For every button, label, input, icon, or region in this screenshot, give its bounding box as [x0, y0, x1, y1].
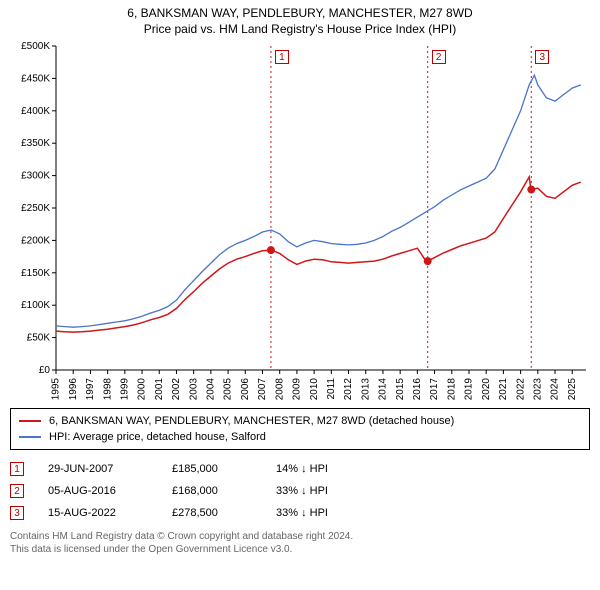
- legend-row: 6, BANKSMAN WAY, PENDLEBURY, MANCHESTER,…: [19, 413, 581, 429]
- svg-text:£50K: £50K: [27, 333, 51, 344]
- event-price: £185,000: [172, 463, 252, 475]
- svg-text:£500K: £500K: [21, 42, 50, 52]
- event-row: 2 05-AUG-2016 £168,000 33% ↓ HPI: [10, 480, 590, 502]
- svg-text:£450K: £450K: [21, 73, 50, 84]
- svg-text:1995: 1995: [51, 378, 62, 401]
- title-line-2: Price paid vs. HM Land Registry's House …: [10, 22, 590, 36]
- svg-text:2004: 2004: [206, 378, 217, 401]
- svg-text:2001: 2001: [154, 378, 165, 401]
- svg-text:1998: 1998: [102, 378, 113, 401]
- svg-text:2006: 2006: [240, 378, 251, 401]
- footer-line-1: Contains HM Land Registry data © Crown c…: [10, 530, 590, 543]
- svg-text:2011: 2011: [326, 378, 337, 400]
- chart-svg: £0 £50K £100K £150K £200K £250K £300K £350K £400…: [10, 42, 590, 402]
- event-row: 1 29-JUN-2007 £185,000 14% ↓ HPI: [10, 458, 590, 480]
- chart-event-tag: 3: [535, 50, 549, 64]
- event-row: 3 15-AUG-2022 £278,500 33% ↓ HPI: [10, 502, 590, 524]
- svg-text:2018: 2018: [446, 378, 457, 401]
- svg-text:2008: 2008: [274, 378, 285, 401]
- price-chart: £0 £50K £100K £150K £200K £250K £300K £350K £400…: [10, 42, 590, 402]
- event-date: 15-AUG-2022: [48, 507, 148, 519]
- svg-text:2021: 2021: [498, 378, 509, 401]
- svg-text:2025: 2025: [567, 378, 578, 401]
- legend-swatch: [19, 436, 41, 438]
- svg-text:1996: 1996: [68, 378, 79, 401]
- legend-label: 6, BANKSMAN WAY, PENDLEBURY, MANCHESTER,…: [49, 415, 454, 427]
- title-line-1: 6, BANKSMAN WAY, PENDLEBURY, MANCHESTER,…: [10, 6, 590, 20]
- footer-attribution: Contains HM Land Registry data © Crown c…: [10, 530, 590, 556]
- svg-text:2016: 2016: [412, 378, 423, 401]
- svg-text:1999: 1999: [119, 378, 130, 401]
- chart-event-tag: 1: [275, 50, 289, 64]
- event-delta: 33% ↓ HPI: [276, 507, 366, 519]
- legend-box: 6, BANKSMAN WAY, PENDLEBURY, MANCHESTER,…: [10, 408, 590, 450]
- svg-text:2000: 2000: [137, 378, 148, 401]
- svg-text:2003: 2003: [188, 378, 199, 401]
- svg-text:2014: 2014: [378, 378, 389, 401]
- svg-text:2009: 2009: [292, 378, 303, 401]
- svg-text:2022: 2022: [515, 378, 526, 401]
- event-tag: 3: [10, 506, 24, 520]
- svg-text:2012: 2012: [343, 378, 354, 401]
- legend-row: HPI: Average price, detached house, Salf…: [19, 429, 581, 445]
- event-delta: 14% ↓ HPI: [276, 463, 366, 475]
- svg-text:1997: 1997: [85, 378, 96, 401]
- svg-text:2020: 2020: [481, 378, 492, 401]
- svg-text:£250K: £250K: [21, 203, 50, 214]
- event-date: 29-JUN-2007: [48, 463, 148, 475]
- svg-text:2007: 2007: [257, 378, 268, 401]
- chart-event-tag: 2: [432, 50, 446, 64]
- event-delta: 33% ↓ HPI: [276, 485, 366, 497]
- footer-line-2: This data is licensed under the Open Gov…: [10, 543, 590, 556]
- svg-text:£0: £0: [39, 365, 51, 376]
- event-price: £168,000: [172, 485, 252, 497]
- event-tag: 1: [10, 462, 24, 476]
- events-table: 1 29-JUN-2007 £185,000 14% ↓ HPI 2 05-AU…: [10, 458, 590, 524]
- svg-text:£100K: £100K: [21, 300, 50, 311]
- event-date: 05-AUG-2016: [48, 485, 148, 497]
- svg-text:£350K: £350K: [21, 138, 50, 149]
- svg-text:£150K: £150K: [21, 268, 50, 279]
- svg-text:2015: 2015: [395, 378, 406, 401]
- svg-text:£400K: £400K: [21, 106, 50, 117]
- svg-text:2024: 2024: [550, 378, 561, 401]
- svg-text:2010: 2010: [309, 378, 320, 401]
- svg-text:2002: 2002: [171, 378, 182, 401]
- chart-titles: 6, BANKSMAN WAY, PENDLEBURY, MANCHESTER,…: [10, 6, 590, 36]
- event-tag: 2: [10, 484, 24, 498]
- svg-text:2013: 2013: [360, 378, 371, 401]
- svg-text:2005: 2005: [223, 378, 234, 401]
- svg-text:2017: 2017: [429, 378, 440, 401]
- svg-text:2023: 2023: [532, 378, 543, 401]
- event-price: £278,500: [172, 507, 252, 519]
- legend-label: HPI: Average price, detached house, Salf…: [49, 431, 266, 443]
- legend-swatch: [19, 420, 41, 422]
- svg-text:£300K: £300K: [21, 171, 50, 182]
- svg-text:2019: 2019: [464, 378, 475, 401]
- svg-text:£200K: £200K: [21, 235, 50, 246]
